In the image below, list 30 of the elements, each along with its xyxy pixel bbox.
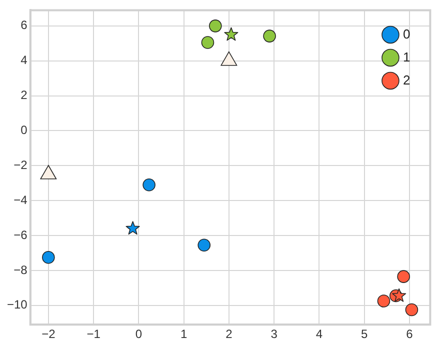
- x-tick-label: 2: [226, 327, 233, 342]
- x-tick-label: 1: [180, 327, 188, 342]
- y-tick-label: 4: [20, 53, 28, 68]
- x-tick-label: 4: [316, 327, 323, 342]
- y-tick-label: −10: [6, 298, 28, 312]
- point: [42, 250, 55, 264]
- legend-label: 0: [402, 26, 410, 42]
- point: [405, 303, 418, 316]
- legend-label: 2: [402, 72, 410, 88]
- x-tick-label: 3: [270, 327, 278, 342]
- point: [198, 238, 211, 252]
- x-tick-label: 5: [360, 327, 368, 342]
- point: [263, 30, 276, 42]
- y-tick-label: 0: [20, 123, 28, 138]
- point: [377, 294, 390, 308]
- y-tick-label: −2: [14, 158, 28, 172]
- point: [397, 270, 410, 283]
- x-tick-label: 6: [406, 327, 414, 342]
- y-tick-label: 6: [20, 18, 28, 32]
- y-tick-label: −8: [14, 262, 28, 277]
- y-tick-label: −4: [14, 192, 28, 207]
- y-tick-label: 2: [20, 88, 28, 102]
- legend-label: 1: [402, 49, 410, 64]
- point: [142, 178, 156, 192]
- x-tick-label: −2: [42, 327, 56, 342]
- x-tick-label: 0: [135, 327, 142, 342]
- y-tick-label: −6: [14, 228, 28, 242]
- x-tick-label: −1: [86, 327, 101, 342]
- point: [208, 20, 222, 32]
- point: [201, 36, 214, 49]
